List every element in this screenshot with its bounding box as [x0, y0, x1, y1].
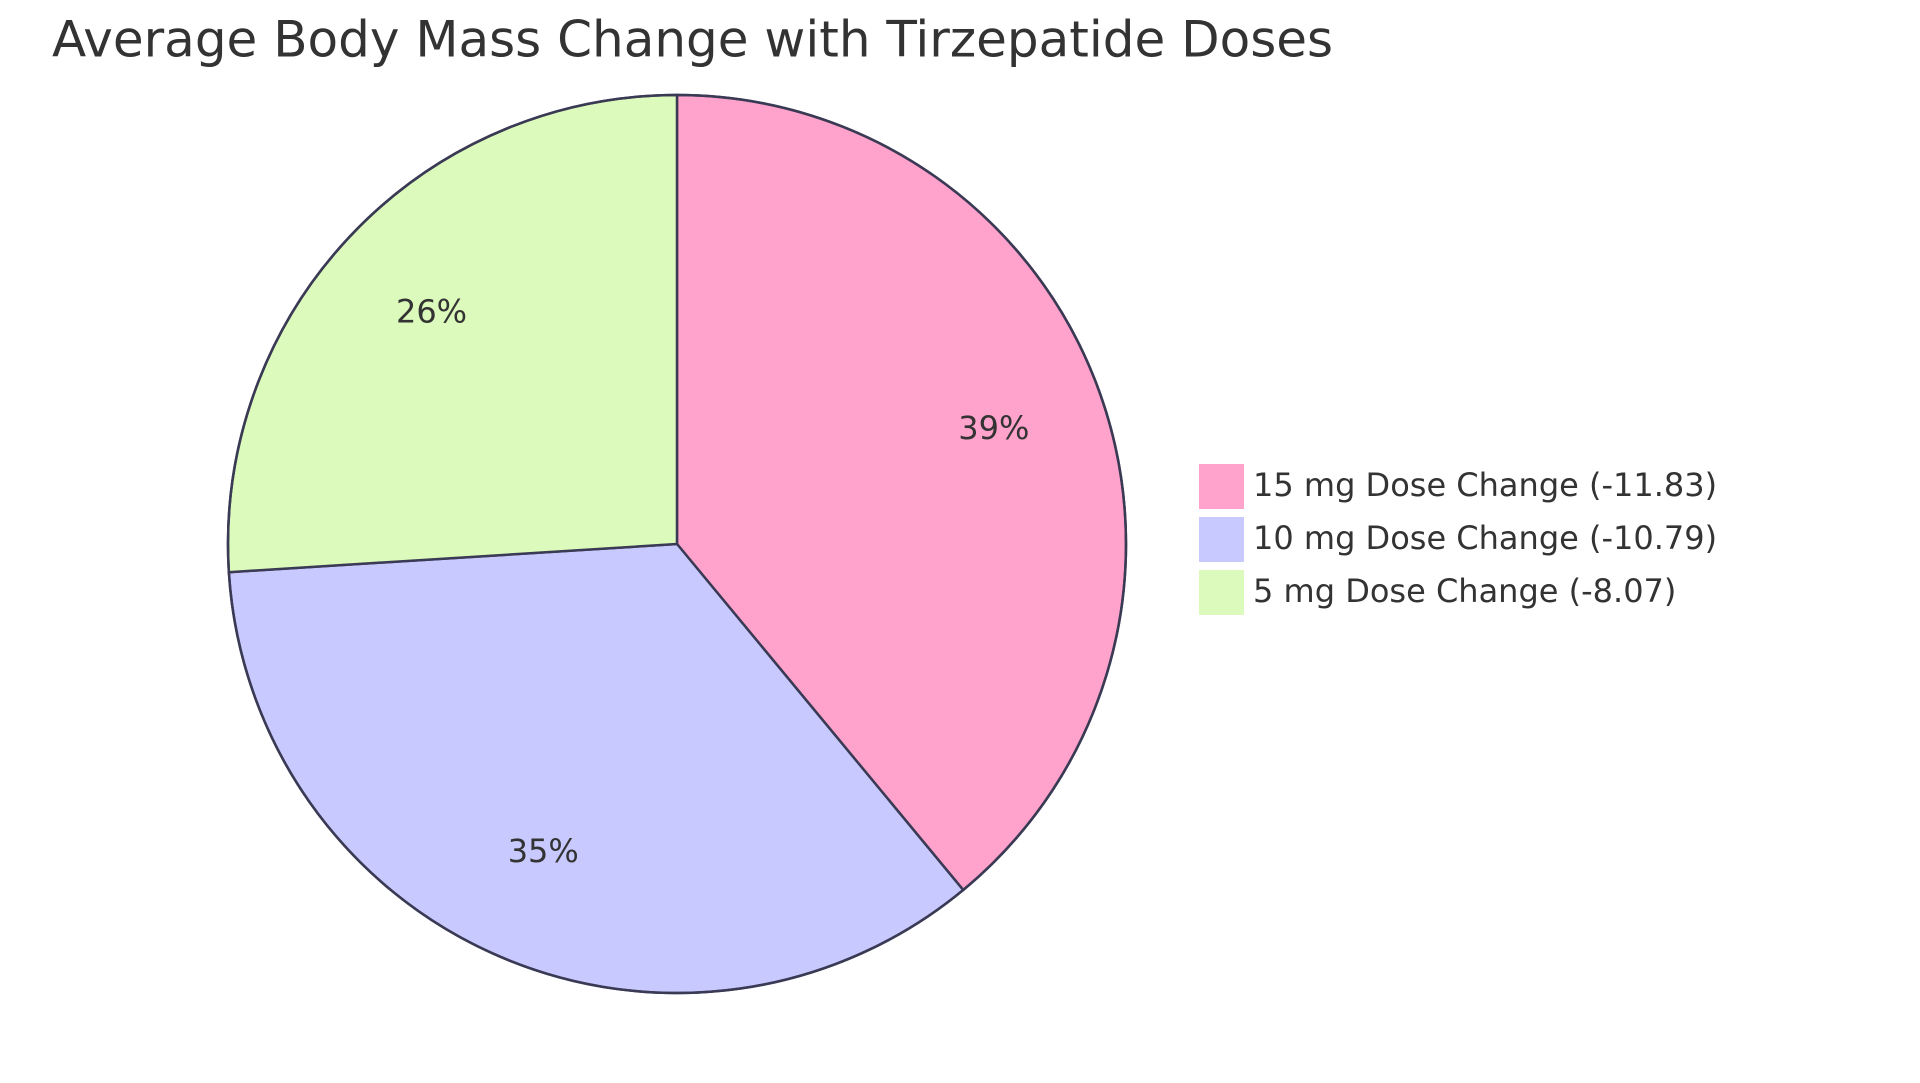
chart-title: Average Body Mass Change with Tirzepatid…	[52, 11, 1333, 69]
pie-outline	[226, 93, 1128, 995]
legend-label: 10 mg Dose Change (-10.79)	[1253, 519, 1717, 557]
pie-slice	[226, 93, 679, 574]
slice-label: 26%	[396, 292, 467, 330]
legend-swatch	[1199, 570, 1244, 615]
legend-label: 15 mg Dose Change (-11.83)	[1253, 466, 1717, 504]
legend-swatch	[1199, 464, 1244, 509]
slice-label: 39%	[958, 409, 1029, 447]
legend-swatch	[1199, 517, 1244, 562]
legend-label: 5 mg Dose Change (-8.07)	[1253, 572, 1676, 610]
slice-label: 35%	[508, 832, 579, 870]
